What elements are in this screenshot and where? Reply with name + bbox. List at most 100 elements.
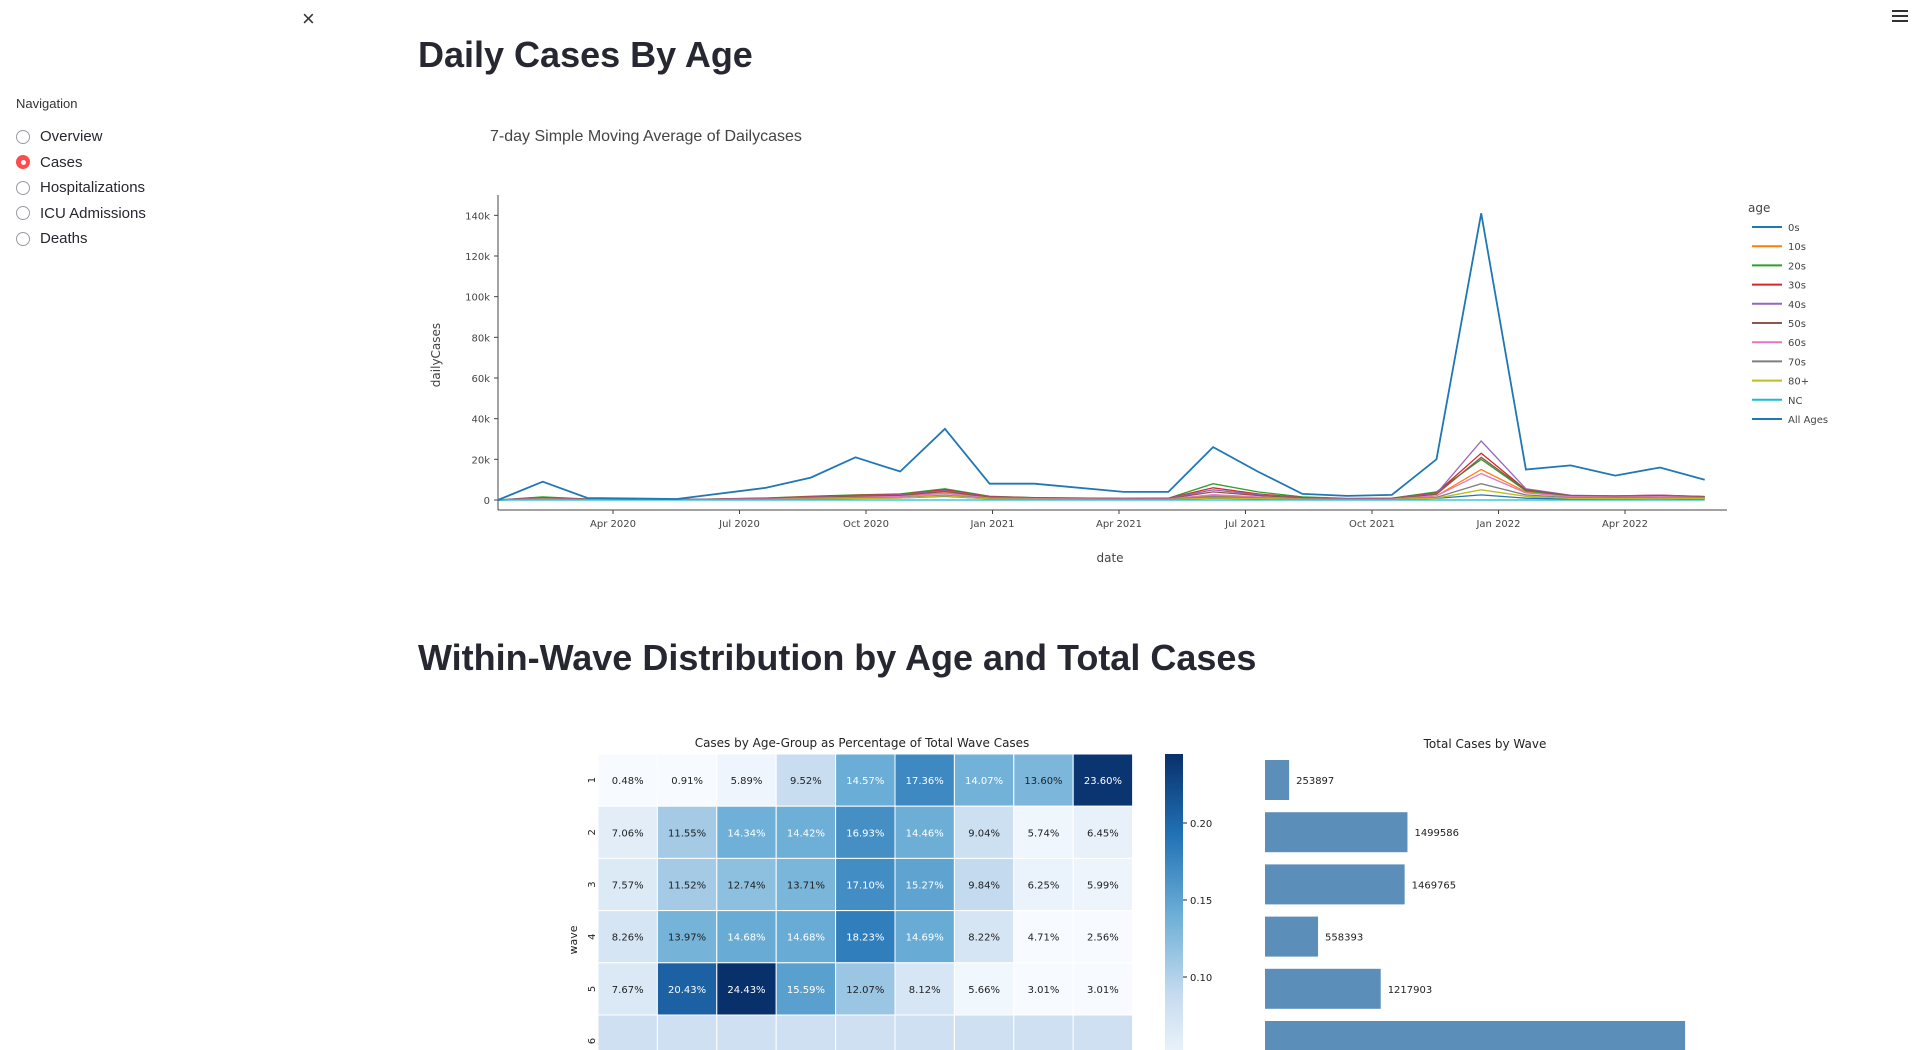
heatmap-cell <box>716 805 777 859</box>
bottom-charts: Cases by Age-Group as Percentage of Tota… <box>567 736 1686 1050</box>
page-title: Daily Cases By Age <box>418 34 753 75</box>
hamburger-icon[interactable] <box>1892 10 1908 25</box>
heatmap-cell-label: 14.42% <box>787 828 825 839</box>
heatmap-cell-label: 23.60% <box>1084 776 1122 787</box>
heatmap-cell <box>597 1014 658 1050</box>
heatmap-cell <box>894 1014 955 1050</box>
heatmap-cell-label: 3.01% <box>1028 985 1060 996</box>
heatmap-cell-label: 8.12% <box>909 985 941 996</box>
heatmap-cell-label: 11.55% <box>668 828 706 839</box>
heatmap-cell-label: 8.26% <box>612 933 644 944</box>
radio-button[interactable] <box>16 206 30 221</box>
heatmap-cell <box>1072 753 1134 807</box>
x-tick-label: Jul 2020 <box>718 519 760 530</box>
heatmap-cell-label: 13.60% <box>1024 776 1062 787</box>
heatmap-cell-label: 15.27% <box>906 881 944 892</box>
heatmap-cell <box>656 857 718 912</box>
heatmap-cell <box>835 805 896 859</box>
heatmap-cell <box>835 753 896 807</box>
heatmap-cell-label: 5.99% <box>1087 881 1119 892</box>
legend-item: 10s <box>1788 242 1806 253</box>
heatmap-cell-label: 11.52% <box>668 881 706 892</box>
legend-item: 40s <box>1788 300 1806 311</box>
heatmap-cell <box>835 962 896 1016</box>
bar-wave-4 <box>1265 916 1319 957</box>
nav-item-icu-admissions[interactable]: ICU Admissions <box>16 201 146 227</box>
bar-value-label: 1217903 <box>1388 985 1433 996</box>
x-tick-label: Jan 2022 <box>1475 519 1520 530</box>
heatmap-cell <box>894 805 955 859</box>
close-icon[interactable]: × <box>302 6 315 31</box>
heatmap-cell-label: 14.46% <box>906 828 944 839</box>
heatmap-cell <box>1072 805 1134 859</box>
y-tick-label: 40k <box>471 415 490 426</box>
heatmap-cell-label: 14.69% <box>906 933 944 944</box>
heatmap-cell <box>775 753 837 807</box>
radio-button[interactable] <box>16 129 30 144</box>
x-tick-label: Oct 2021 <box>1349 519 1395 530</box>
line-chart[interactable]: 0 20k 40k 60k 80k 100k 120k 140k Apr 2020 Jul 202… <box>0 170 1920 610</box>
heatmap-cell <box>953 753 1015 807</box>
radio-button[interactable] <box>16 180 30 195</box>
radio-button-selected[interactable] <box>16 155 30 170</box>
nav-item-hospitalizations[interactable]: Hospitalizations <box>16 175 146 201</box>
heatmap-cell-label: 3.01% <box>1087 985 1119 996</box>
heatmap-cell-label: 9.04% <box>968 828 1000 839</box>
section-title: Within-Wave Distribution by Age and Tota… <box>418 637 1257 678</box>
legend-item: All Ages <box>1788 415 1828 426</box>
heatmap-cell <box>716 857 777 912</box>
heatmap-cell-label: 6.25% <box>1028 881 1060 892</box>
wave-label: 6 <box>587 1038 598 1044</box>
heatmap-cell-label: 17.36% <box>906 776 944 787</box>
heatmap-cell-label: 17.10% <box>846 881 884 892</box>
nav-item-overview[interactable]: Overview <box>16 124 146 150</box>
navigation-label: Navigation <box>16 96 78 111</box>
heatmap-cell-label: 18.23% <box>846 933 884 944</box>
nav-item-label: Deaths <box>40 230 88 248</box>
y-tick-label: 20k <box>471 455 490 466</box>
heatmap-cell-label: 5.66% <box>968 985 1000 996</box>
heatmap-cell-label: 9.52% <box>790 776 822 787</box>
heatmap-cell-label: 14.57% <box>846 776 884 787</box>
nav-item-deaths[interactable]: Deaths <box>16 226 146 252</box>
y-tick-label: 100k <box>465 293 490 304</box>
heatmap-cell-label: 14.07% <box>965 776 1003 787</box>
y-tick-label: 80k <box>471 333 490 344</box>
heatmap-cell-label: 16.93% <box>846 828 884 839</box>
heatmap-cell-label: 7.06% <box>612 828 644 839</box>
heatmap-cell <box>597 805 658 859</box>
colorbar-tick-label: 0.15 <box>1190 896 1212 907</box>
heatmap-y-label: wave <box>567 925 580 954</box>
heatmap-cell-label: 0.48% <box>612 776 644 787</box>
heatmap-cell <box>953 1014 1015 1050</box>
heatmap-cell-label: 5.89% <box>731 776 763 787</box>
heatmap-cell <box>656 1014 718 1050</box>
heatmap-cell-label: 8.22% <box>968 933 1000 944</box>
legend-item: 50s <box>1788 319 1806 330</box>
sidebar: × Navigation Overview Cases Hospitalizat… <box>0 0 330 1031</box>
wave-label: 5 <box>587 986 598 992</box>
heatmap-cell <box>656 962 718 1016</box>
bar-value-label: 1499586 <box>1414 828 1459 839</box>
heatmap-cell <box>894 753 955 807</box>
nav-item-cases[interactable]: Cases <box>16 150 146 176</box>
heatmap-cell <box>716 753 777 807</box>
bar-wave-1 <box>1265 760 1290 800</box>
radio-button[interactable] <box>16 231 30 246</box>
heatmap-cell <box>953 962 1015 1016</box>
legend-item: 70s <box>1788 357 1806 368</box>
wave-label: 2 <box>587 829 598 835</box>
heatmap-cell <box>1013 910 1074 964</box>
y-tick-label: 60k <box>471 374 490 385</box>
x-tick-label: Apr 2022 <box>1602 519 1648 530</box>
heatmap-cell <box>1072 1014 1134 1050</box>
heatmap-cell-label: 12.74% <box>727 881 765 892</box>
heatmap-cell <box>1013 1014 1074 1050</box>
heatmap-title: Cases by Age-Group as Percentage of Tota… <box>695 736 1030 750</box>
bar-wave-2 <box>1265 812 1408 853</box>
colorbar-tick-label: 0.20 <box>1190 819 1212 830</box>
heatmap-cell-label: 13.71% <box>787 881 825 892</box>
heatmap-cell-label: 7.67% <box>612 985 644 996</box>
legend-item: 60s <box>1788 338 1806 349</box>
wave-label: 1 <box>587 777 598 783</box>
